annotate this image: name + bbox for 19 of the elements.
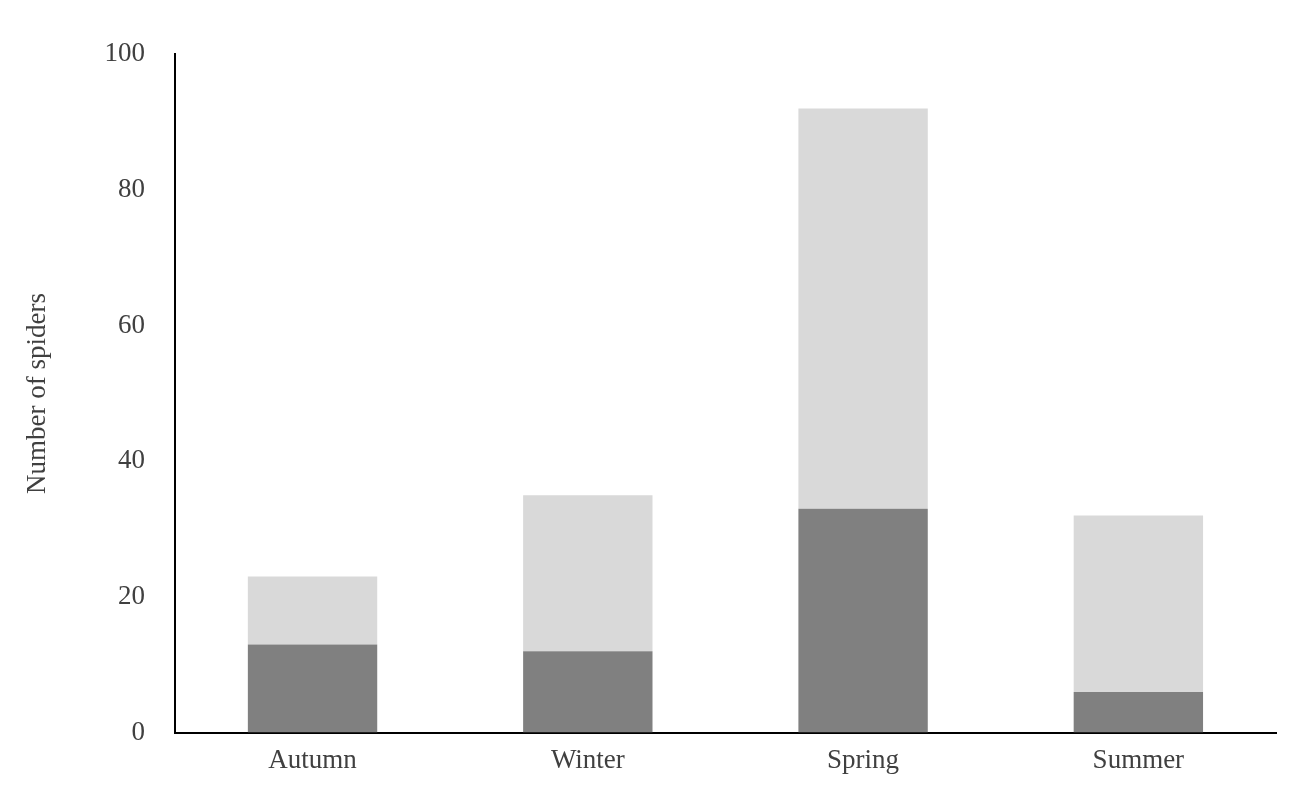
x-tick-label: Spring (827, 743, 900, 774)
bar (523, 651, 653, 733)
bar (798, 108, 928, 509)
bar (798, 508, 928, 733)
y-tick-label: 0 (131, 715, 145, 746)
bar (1073, 691, 1204, 733)
x-tick-label: Winter (550, 743, 625, 774)
x-tick-label: Autumn (268, 743, 358, 774)
y-tick-label: 40 (117, 444, 145, 475)
y-tick-label: 100 (104, 37, 145, 68)
y-tick-label: 60 (117, 308, 145, 339)
y-tick-label: 80 (117, 172, 145, 203)
bar (247, 576, 378, 645)
bar (523, 495, 653, 652)
bar (1073, 515, 1204, 692)
bar (247, 644, 378, 733)
y-tick-label: 20 (117, 580, 145, 611)
y-axis-title: Number of spiders (21, 292, 52, 494)
x-tick-label: Summer (1092, 743, 1185, 774)
